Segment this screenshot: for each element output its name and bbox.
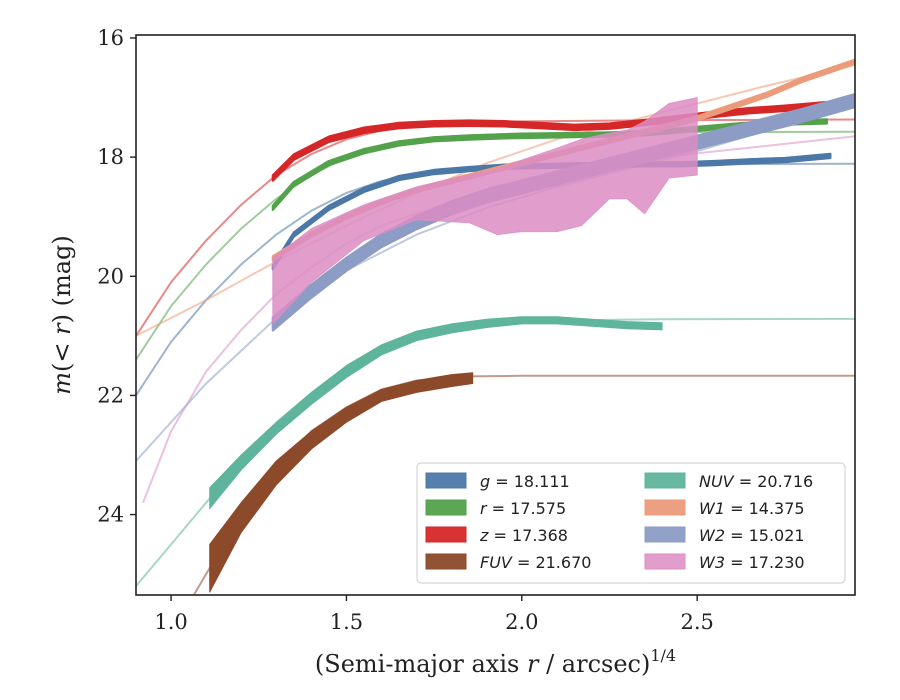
model-curve-z — [136, 118, 855, 337]
model-curve-w2 — [136, 102, 855, 462]
legend-swatch-z — [425, 526, 467, 543]
data-curves — [209, 58, 855, 593]
y-axis: 16 18 20 22 24 — [97, 26, 136, 527]
y-tick-label: 20 — [97, 264, 124, 288]
legend-swatch-w1 — [644, 499, 686, 516]
legend-label-r: r = 17.575 — [480, 499, 566, 518]
legend-label-nuv: NUV = 20.716 — [699, 472, 813, 491]
legend-label-fuv: FUV = 21.670 — [480, 553, 591, 572]
y-tick-label: 18 — [97, 145, 124, 169]
y-axis-label: m(< r) (mag) — [48, 235, 76, 395]
y-tick-label: 16 — [97, 26, 124, 50]
x-tick-label: 2.5 — [680, 610, 713, 634]
data-band-fuv — [209, 372, 474, 593]
data-band-r — [271, 118, 828, 211]
data-band-nuv — [209, 316, 663, 510]
legend-label-g: g = 18.111 — [480, 472, 570, 491]
legend-swatch-w2 — [644, 526, 686, 543]
model-curve-w1 — [136, 63, 855, 337]
legend-swatch-nuv — [644, 472, 686, 489]
data-band-w3 — [272, 97, 698, 325]
legend: g = 18.111 r = 17.575 z = 17.368 FUV = 21.6… — [416, 462, 846, 584]
x-tick-label: 1.5 — [330, 610, 363, 634]
x-tick-label: 2.0 — [505, 610, 538, 634]
x-axis: 1.0 1.5 2.0 2.5 — [154, 595, 714, 634]
x-axis-label: (Semi-major axis r / arcsec)1/4 — [315, 646, 676, 678]
legend-label-w2: W2 = 15.021 — [699, 526, 805, 545]
x-tick-label: 1.0 — [154, 610, 187, 634]
legend-box — [416, 462, 846, 584]
data-band-g — [271, 152, 832, 271]
y-tick-label: 22 — [97, 383, 124, 407]
legend-swatch-g — [425, 472, 467, 489]
legend-swatch-fuv — [425, 553, 467, 570]
y-tick-label: 24 — [97, 503, 124, 527]
legend-label-z: z = 17.368 — [479, 526, 568, 545]
legend-label-w3: W3 = 17.230 — [699, 553, 805, 572]
plot-frame — [135, 34, 856, 596]
legend-swatch-w3 — [644, 553, 686, 570]
legend-swatch-r — [425, 499, 467, 516]
legend-label-w1: W1 = 14.375 — [699, 499, 805, 518]
